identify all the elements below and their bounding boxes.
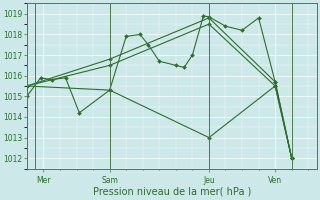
X-axis label: Pression niveau de la mer( hPa ): Pression niveau de la mer( hPa ) (92, 187, 251, 197)
